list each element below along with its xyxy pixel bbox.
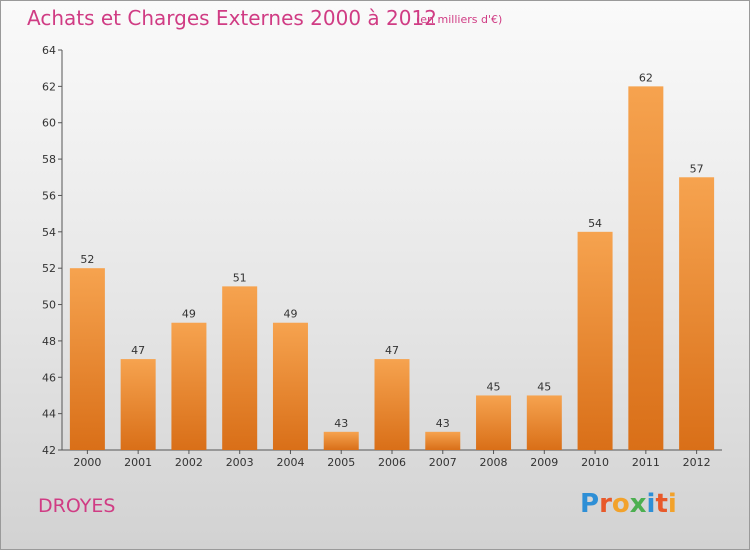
- bar: [374, 359, 410, 450]
- x-tick-label: 2009: [530, 456, 558, 469]
- y-tick-label: 56: [42, 189, 56, 202]
- x-tick-label: 2007: [429, 456, 457, 469]
- y-tick-label: 64: [42, 44, 56, 57]
- data-label: 45: [487, 380, 501, 393]
- x-tick-label: 2006: [378, 456, 406, 469]
- logo-letter: r: [599, 489, 612, 519]
- bar: [476, 395, 512, 450]
- data-label: 47: [131, 344, 145, 357]
- logo-letter: i: [667, 489, 677, 519]
- x-tick-label: 2001: [124, 456, 152, 469]
- bar: [171, 322, 207, 450]
- logo-letter: P: [580, 489, 600, 519]
- chart-subtitle: (en milliers d'€): [416, 13, 503, 26]
- bar: [425, 431, 461, 450]
- x-tick-label: 2002: [175, 456, 203, 469]
- data-label: 57: [690, 162, 704, 175]
- x-tick-label: 2003: [226, 456, 254, 469]
- x-tick-label: 2012: [683, 456, 711, 469]
- x-tick-label: 2004: [276, 456, 304, 469]
- logo-letter: x: [629, 489, 647, 519]
- y-tick-label: 44: [42, 408, 56, 421]
- bar: [679, 177, 715, 451]
- y-tick-label: 52: [42, 262, 56, 275]
- bar: [526, 395, 562, 450]
- data-label: 52: [80, 253, 94, 266]
- data-label: 43: [334, 417, 348, 430]
- x-tick-label: 2000: [73, 456, 101, 469]
- bar: [69, 268, 105, 450]
- data-label: 49: [283, 308, 297, 321]
- chart-title: Achats et Charges Externes 2000 à 2012: [27, 6, 437, 30]
- data-label: 62: [639, 71, 653, 84]
- data-label: 47: [385, 344, 399, 357]
- x-tick-label: 2011: [632, 456, 660, 469]
- data-label: 45: [537, 380, 551, 393]
- x-tick-label: 2010: [581, 456, 609, 469]
- y-tick-label: 62: [42, 80, 56, 93]
- y-tick-label: 58: [42, 153, 56, 166]
- logo-letter: o: [611, 489, 630, 519]
- y-tick-label: 60: [42, 117, 56, 130]
- data-label: 43: [436, 417, 450, 430]
- bar: [272, 322, 308, 450]
- proxiti-logo: Proxiti: [580, 489, 677, 519]
- chart-labels: 2000 52 2001 47 2002 49 2003 51 2004 49 2005 43 2006…: [73, 71, 710, 469]
- bar: [323, 431, 359, 450]
- bar: [577, 231, 613, 450]
- commune-name: DROYES: [38, 495, 116, 517]
- y-tick-label: 48: [42, 335, 56, 348]
- chart-bars: [69, 86, 715, 451]
- data-label: 54: [588, 217, 602, 230]
- bar: [222, 286, 258, 450]
- y-tick-label: 54: [42, 226, 56, 239]
- logo-letter: t: [655, 489, 668, 519]
- data-label: 51: [233, 271, 247, 284]
- data-label: 49: [182, 308, 196, 321]
- logo-letter: i: [646, 489, 656, 519]
- y-tick-label: 50: [42, 299, 56, 312]
- bar: [120, 359, 156, 450]
- y-tick-label: 42: [42, 444, 56, 457]
- x-tick-label: 2005: [327, 456, 355, 469]
- x-tick-label: 2008: [480, 456, 508, 469]
- bar: [628, 86, 664, 450]
- y-tick-label: 46: [42, 371, 56, 384]
